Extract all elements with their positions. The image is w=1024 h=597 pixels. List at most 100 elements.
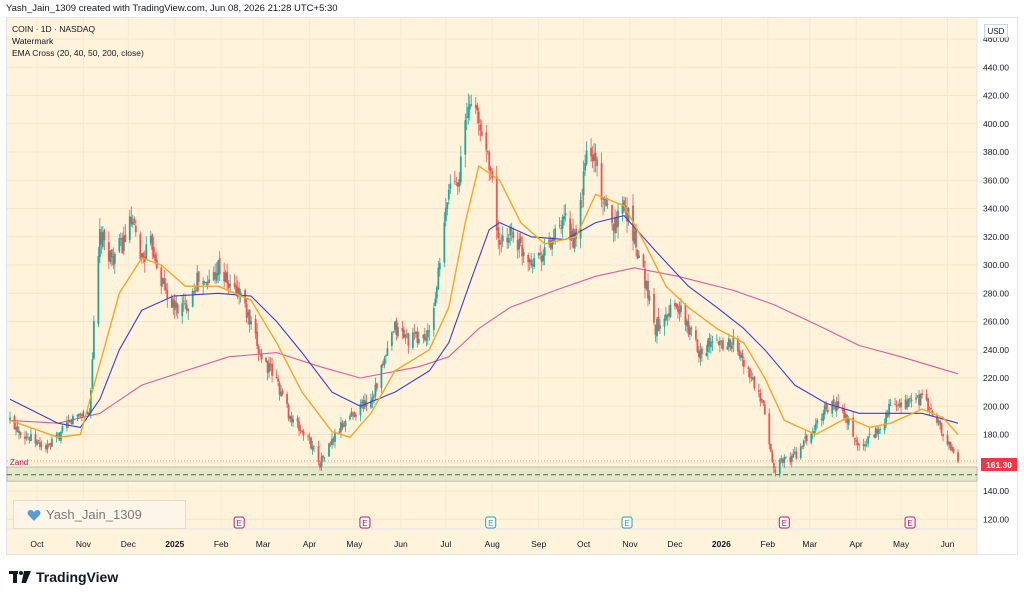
candle-body <box>940 422 943 433</box>
candle-body <box>233 283 236 287</box>
time-tick-label: Jun <box>941 539 955 549</box>
earnings-marker[interactable]: E <box>778 516 790 529</box>
candle-body <box>140 253 143 258</box>
candle-body <box>350 411 353 417</box>
candle-body <box>79 413 82 415</box>
candle-body <box>822 413 825 421</box>
support-zone <box>6 466 978 482</box>
tradingview-logo-icon <box>9 571 31 583</box>
candle-body <box>930 407 932 410</box>
candle-body <box>385 355 387 357</box>
candle-body <box>617 210 619 227</box>
candle-body <box>921 393 923 396</box>
time-tick-label: Feb <box>760 539 775 549</box>
candle-body <box>501 235 504 242</box>
earnings-marker-box <box>233 516 245 529</box>
candle-body <box>414 332 417 334</box>
candle-body <box>554 228 557 240</box>
candle-body <box>46 444 49 450</box>
candle-body <box>897 404 899 406</box>
candle-body <box>401 328 404 332</box>
candle-body <box>103 230 106 241</box>
candle-body <box>485 132 488 151</box>
time-tick-label: Feb <box>214 539 229 549</box>
candle-body <box>101 232 104 248</box>
time-tick-label: Dec <box>121 539 137 549</box>
candle-body <box>76 414 79 417</box>
candle-body <box>636 249 639 259</box>
candle-body <box>287 404 290 419</box>
candle-body <box>194 290 197 292</box>
candle-body <box>269 364 272 366</box>
candle-body <box>686 320 688 327</box>
candle-body <box>873 434 876 438</box>
candle-body <box>77 414 80 417</box>
candle-body <box>561 217 564 229</box>
candle-body <box>340 422 342 432</box>
candle-body <box>268 363 270 372</box>
candle-body <box>121 237 124 254</box>
earnings-marker[interactable]: E <box>233 516 245 529</box>
candle-body <box>879 429 882 430</box>
candle-body <box>89 390 92 413</box>
candle-body <box>486 150 489 153</box>
candle-body <box>86 412 89 415</box>
candle-body <box>657 316 660 332</box>
candle-body <box>742 360 745 367</box>
candle-body <box>709 342 712 348</box>
candle-body <box>133 218 136 223</box>
candle-body <box>480 131 483 136</box>
candle-body <box>422 335 425 339</box>
candle-body <box>900 402 902 408</box>
candle-body <box>862 443 865 447</box>
earnings-marker[interactable]: E <box>485 516 497 529</box>
candle-body <box>507 238 510 243</box>
candle-body <box>257 346 260 354</box>
candle-body <box>292 419 294 423</box>
candle-body <box>423 333 426 340</box>
candle-body <box>804 436 807 439</box>
candle-body <box>506 237 509 243</box>
earnings-marker-box <box>778 516 790 529</box>
ema-200-layer <box>9 267 959 424</box>
candle-body <box>698 351 700 357</box>
price-tick-label: 200.00 <box>983 401 1009 411</box>
candle-body <box>539 252 542 255</box>
candle-body <box>196 272 199 292</box>
candle-body <box>307 435 309 437</box>
candle-body <box>182 300 185 303</box>
candle-body <box>390 332 393 346</box>
candle-body <box>353 412 356 417</box>
candle-body <box>61 426 64 432</box>
candle-body <box>645 280 648 290</box>
candle-body <box>119 238 122 240</box>
candle-body <box>656 318 658 337</box>
price-chart[interactable]: Zand 460.00 440.00 420.00 400.00 380.00 360.0… <box>6 17 1018 555</box>
candle-body <box>810 433 813 443</box>
candle-body <box>805 435 808 442</box>
candle-body <box>916 395 919 397</box>
price-tick-label: 460.00 <box>983 34 1009 44</box>
candle-body <box>563 216 566 219</box>
candle-body <box>474 105 477 109</box>
candle-body <box>57 433 59 435</box>
candle-body <box>344 420 347 427</box>
candle-body <box>405 333 408 335</box>
candle-body <box>585 150 588 165</box>
earnings-marker[interactable]: E <box>904 516 916 529</box>
candle-body <box>760 399 763 401</box>
candle-body <box>816 419 819 424</box>
candle-body <box>97 256 100 324</box>
earnings-marker[interactable]: E <box>621 516 633 529</box>
candle-body <box>732 336 735 346</box>
candle-body <box>67 420 70 422</box>
earnings-marker[interactable]: E <box>359 516 371 529</box>
candle-body <box>736 338 739 352</box>
currency-button[interactable]: USD <box>984 24 1008 38</box>
candle-body <box>717 342 720 344</box>
candle-body <box>271 363 273 376</box>
candle-body <box>594 152 597 161</box>
candle-body <box>376 383 378 389</box>
candle-body <box>202 281 205 285</box>
candle-body <box>130 217 133 224</box>
